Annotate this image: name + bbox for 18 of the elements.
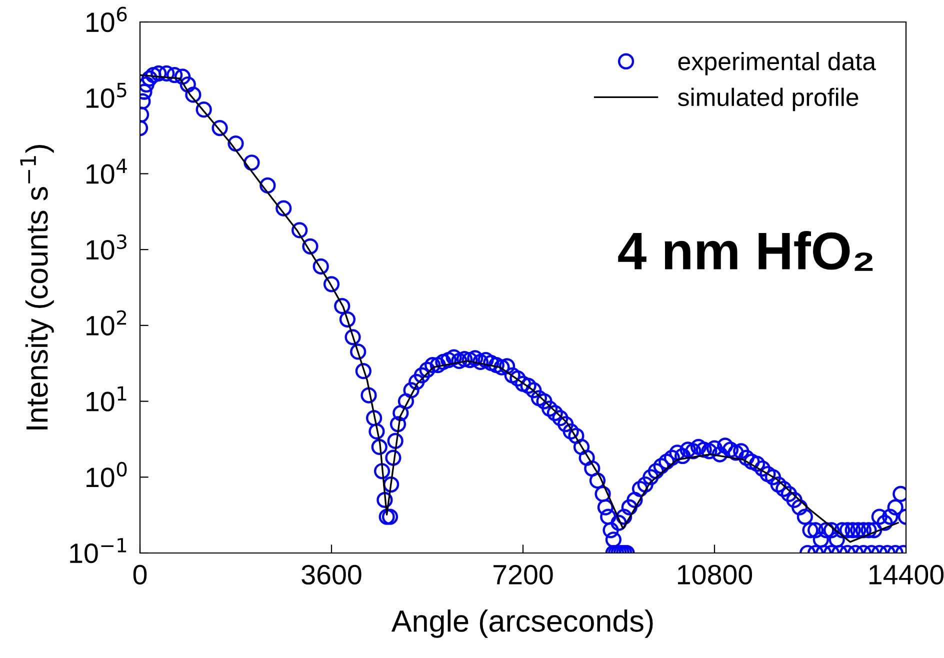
x-tick-label: 3600 (302, 564, 362, 585)
legend-label: experimental data (678, 52, 876, 76)
annotation: 4 nm HfO₂ (618, 231, 873, 271)
y-tick-label: 10$^{6}$ (86, 6, 127, 32)
x-axis-title: Angle (arcseconds) (391, 609, 653, 638)
y-tick-label: 10$^{3}$ (86, 234, 126, 260)
y-tick-label: 10$^{1}$ (86, 386, 126, 412)
x-tick-label: 14400 (870, 564, 944, 585)
y-axis-title: Intensity (counts s$^{−1}$) (20, 144, 54, 430)
y-tick-label: 10$^{4}$ (86, 158, 127, 184)
legend-label: simulated profile (678, 88, 858, 112)
x-tick-label: 0 (133, 564, 147, 585)
y-tick-label: 10$^{−1}$ (70, 538, 126, 564)
y-tick-label: 10$^{2}$ (86, 310, 126, 336)
x-tick-label: 10800 (678, 564, 752, 585)
y-tick-label: 10$^{0}$ (86, 462, 127, 488)
y-tick-label: 10$^{5}$ (86, 82, 126, 108)
x-tick-label: 7200 (494, 564, 553, 585)
